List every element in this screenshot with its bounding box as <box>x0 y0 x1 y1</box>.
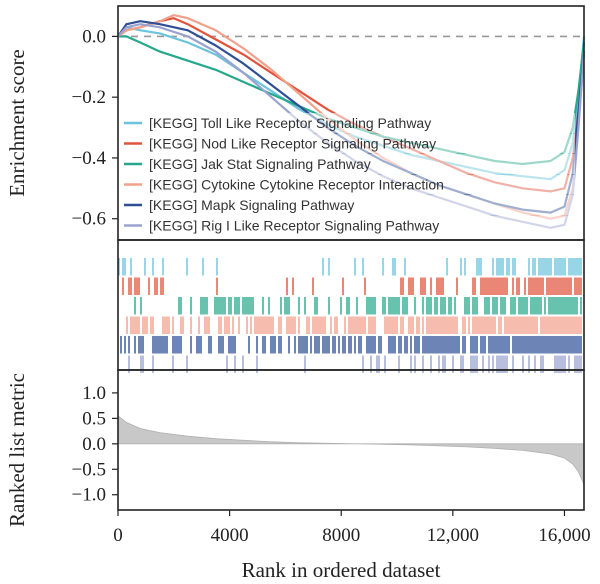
es-ytick-label: −0.6 <box>72 209 106 230</box>
x-tick-label: 12,000 <box>427 525 479 546</box>
legend-bg <box>120 133 575 154</box>
es-ytick-label: 0.0 <box>82 26 106 47</box>
legend-bg <box>120 215 575 236</box>
enrichment-panel: 0.0 −0.2 −0.4 −0.6 [KEGG] Toll Like Receptor… <box>72 5 586 241</box>
metric-ytick-label: 0.0 <box>82 434 106 455</box>
x-tick-label: 16,000 <box>538 525 590 546</box>
hit-row-0 <box>118 258 582 276</box>
legend-label-0: [KEGG] Toll Like Receptor Signaling Path… <box>149 115 431 131</box>
x-axis: 0 4000 8000 12,000 16,000 <box>113 510 591 546</box>
metric-ytick-label: −1.0 <box>72 485 106 506</box>
legend-bg <box>120 174 575 195</box>
hit-row-4 <box>120 336 582 354</box>
legend-label-5: [KEGG] Rig I Like Receptor Signaling Pat… <box>149 218 439 234</box>
metric-frame <box>117 369 585 511</box>
enrichment-y-axis-title: Enrichment score <box>5 49 29 197</box>
ranked-metric-area <box>117 414 585 485</box>
legend-label-2: [KEGG] Jak Stat Signaling Pathway <box>149 156 371 172</box>
es-ytick-label: −0.4 <box>72 148 107 169</box>
legend-label-1: [KEGG] Nod Like Receptor Signaling Pathw… <box>149 136 436 152</box>
metric-ytick-label: 1.0 <box>82 383 106 404</box>
legend-bg <box>120 154 575 174</box>
x-axis-title: Rank in ordered dataset <box>242 558 441 582</box>
hit-row-3 <box>126 316 582 334</box>
x-tick-label: 4000 <box>211 525 249 546</box>
metric-ytick-label: −0.5 <box>72 459 106 480</box>
x-tick-label: 8000 <box>322 525 360 546</box>
es-ytick-label: −0.2 <box>72 87 106 108</box>
legend: [KEGG] Toll Like Receptor Signaling Path… <box>120 113 575 236</box>
legend-bg <box>120 195 575 215</box>
hit-row-2 <box>134 297 582 315</box>
legend-bg <box>120 113 575 133</box>
metric-ytick-label: 0.5 <box>82 408 106 429</box>
hit-row-1 <box>122 277 582 295</box>
legend-label-3: [KEGG] Cytokine Cytokine Receptor Intera… <box>149 177 444 193</box>
legend-label-4: [KEGG] Mapk Signaling Pathway <box>149 197 354 213</box>
hits-panel <box>117 239 585 373</box>
metric-panel: 1.0 0.5 0.0 −0.5 −1.0 <box>72 369 585 511</box>
metric-y-axis-title: Ranked list metric <box>5 373 29 527</box>
x-tick-label: 0 <box>113 525 123 546</box>
